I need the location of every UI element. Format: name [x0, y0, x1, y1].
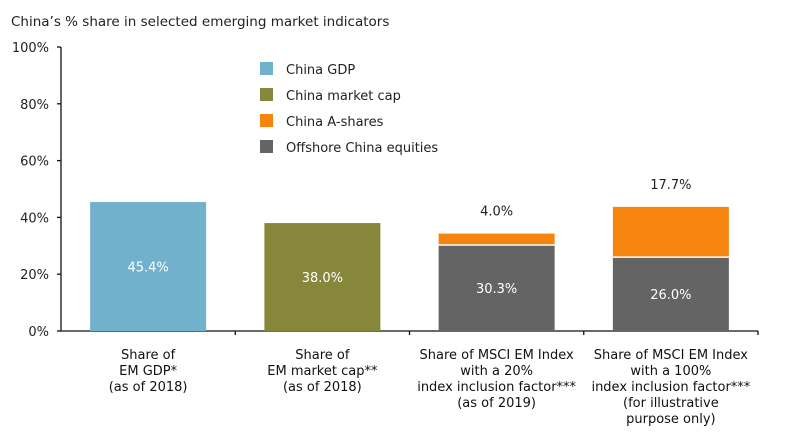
legend-label: China A-shares — [286, 115, 384, 130]
y-tick-label: 20% — [20, 268, 49, 283]
x-axis — [61, 330, 759, 335]
data-label: 30.3% — [476, 282, 517, 297]
legend-item: China GDP — [260, 62, 355, 78]
category-label-line: (as of 2018) — [109, 380, 188, 395]
bar-china-market-cap — [264, 223, 381, 331]
y-tick-label: 100% — [12, 41, 49, 56]
data-label: 4.0% — [480, 205, 513, 220]
value-labels: 45.4% 38.0% 30.3% 26.0% 4.0% 17.7% — [127, 178, 691, 303]
legend-label: China market cap — [286, 89, 401, 104]
legend-swatch — [260, 88, 273, 101]
legend-swatch — [260, 62, 273, 75]
bar-offshore-china-equities — [612, 257, 729, 331]
category-label-line: Share of MSCI EM Index — [420, 348, 574, 363]
data-label: 38.0% — [302, 271, 343, 286]
category-label-line: index inclusion factor*** — [591, 380, 750, 395]
bar-china-gdp — [90, 202, 207, 331]
category-label-line: index inclusion factor*** — [417, 380, 576, 395]
legend-item: Offshore China equities — [260, 140, 438, 156]
y-tick-label: 40% — [20, 211, 49, 226]
category-label-line: (for illustrative — [623, 396, 719, 411]
bar-china-a-shares — [612, 206, 729, 258]
data-label: 45.4% — [127, 261, 168, 276]
legend-swatch — [260, 114, 273, 127]
data-label: 26.0% — [650, 288, 691, 303]
legend-item: China A-shares — [260, 114, 384, 130]
legend-swatch — [260, 140, 273, 153]
bar-china-a-shares — [438, 233, 555, 245]
legend-label: China GDP — [286, 63, 355, 78]
bars — [90, 202, 729, 331]
y-tick-label: 60% — [20, 155, 49, 170]
category-label-line: purpose only) — [626, 412, 716, 427]
y-tick-label: 80% — [20, 98, 49, 113]
category-label-line: with a 100% — [630, 364, 711, 379]
category-label-line: Share of — [121, 348, 176, 363]
category-label-line: Share of — [295, 348, 350, 363]
category-label-line: Share of MSCI EM Index — [594, 348, 748, 363]
legend-item: China market cap — [260, 88, 401, 104]
category-label-line: with a 20% — [460, 364, 533, 379]
y-axis: 0% 20% 40% 60% 80% 100% — [12, 41, 62, 340]
category-label-line: EM GDP* — [119, 364, 177, 379]
data-label: 17.7% — [650, 178, 691, 193]
legend-label: Offshore China equities — [286, 141, 438, 156]
y-tick-label: 0% — [28, 325, 49, 340]
bar-offshore-china-equities — [438, 244, 555, 331]
chart-title: China’s % share in selected emerging mar… — [11, 14, 389, 30]
legend: China GDP China market cap China A-shares O… — [260, 62, 438, 156]
category-label-line: (as of 2019) — [457, 396, 536, 411]
category-label-line: (as of 2018) — [283, 380, 362, 395]
category-label-line: EM market cap** — [267, 364, 378, 379]
